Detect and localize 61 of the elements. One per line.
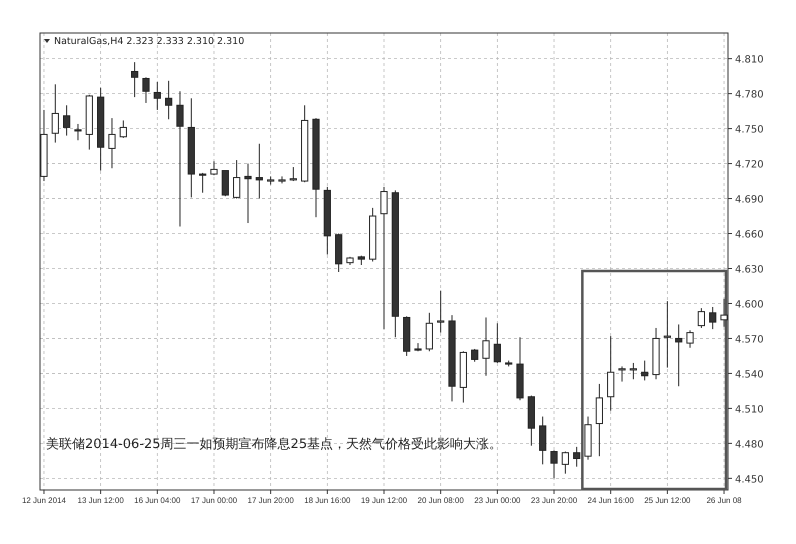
candlestick [562,451,569,474]
candlestick [131,62,138,98]
y-tick-label: 4.780 [735,90,764,101]
y-tick-label: 4.660 [735,230,764,241]
x-tick-label: 24 Jun 16:00 [588,496,634,505]
candlestick [358,255,365,266]
y-tick-label: 4.450 [735,474,764,486]
candlestick [573,446,580,468]
y-tick-label: 4.810 [735,54,764,66]
x-tick-label: 25 Jun 12:00 [644,496,692,505]
x-tick-label: 23 Jun 20:00 [530,496,578,505]
candlestick [256,143,263,200]
candlestick [165,80,172,120]
candlestick [482,316,490,376]
y-tick-label: 4.570 [735,334,764,346]
y-tick-label: 4.480 [735,439,764,450]
candlestick [618,366,626,382]
candlestick [686,330,694,348]
candlestick [244,163,252,224]
candlestick [641,360,648,381]
candlestick [494,322,501,364]
x-tick-label: 20 Jun 08:00 [418,496,464,505]
candlestick [154,81,161,110]
y-tick-label: 4.540 [735,369,764,380]
candlestick [290,166,297,182]
y-tick-label: 4.690 [735,194,764,206]
candlestick [120,120,127,138]
candlestick [176,90,184,228]
x-tick-label: 17 Jun 20:00 [248,496,294,505]
y-tick-label: 4.720 [735,160,764,171]
candlestick [709,306,716,330]
x-tick-label: 18 Jun 16:00 [304,496,352,505]
candlestick [210,160,218,176]
candlestick [675,324,682,387]
candlestick [698,308,705,328]
x-tick-label: 12 Jun 2014 [22,496,67,505]
candlestick [664,300,671,368]
x-tick-label: 23 Jun 00:00 [474,496,522,505]
candlestick [471,348,478,362]
x-tick-label: 26 Jun 08 [706,496,742,505]
y-tick-label: 4.750 [735,124,764,136]
candlestick [630,362,637,380]
candlestick [142,76,150,104]
candlestick [199,172,206,194]
candlestick [108,118,116,169]
y-tick-label: 4.510 [735,404,764,416]
candlestick [550,450,558,479]
chart-title: NaturalGas,H4 2.323 2.333 2.310 2.310 [54,36,244,47]
candlestick [52,84,59,144]
x-tick-label: 13 Jun 12:00 [78,496,124,505]
y-tick-label: 4.600 [735,299,764,310]
x-tick-label: 17 Jun 00:00 [190,496,238,505]
candlestick [437,290,444,334]
candlestick [63,104,70,136]
candlestick [380,186,388,330]
candlestick [74,123,82,141]
annotation: 美联储2014-06-25周三一如预期宣布降息25基点，天然气价格受此影响大涨。 [46,436,502,452]
y-tick-label: 4.630 [735,264,764,276]
candlestick [233,160,240,200]
x-tick-label: 16 Jun 04:00 [134,496,181,505]
x-tick-label: 19 Jun 12:00 [360,496,408,505]
